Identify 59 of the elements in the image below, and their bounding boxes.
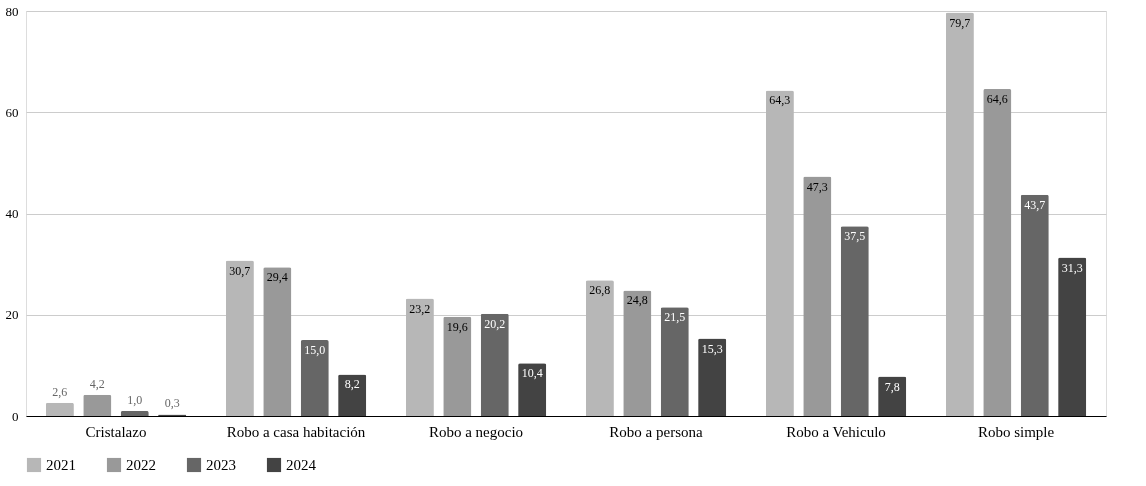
data-label: 29,4 (266, 270, 288, 285)
data-label: 26,8 (589, 283, 611, 298)
bar (945, 12, 974, 416)
data-label: 19,6 (446, 319, 468, 334)
bar (225, 260, 254, 416)
data-label: 15,3 (701, 341, 723, 356)
x-tick-label: Robo a casa habitación (226, 423, 366, 440)
data-label: 4,2 (89, 376, 105, 391)
bar (660, 307, 689, 416)
y-tick-label: 0 (12, 408, 19, 424)
bar (263, 267, 292, 416)
data-label: 10,4 (521, 366, 543, 381)
bar (585, 280, 614, 416)
bar (698, 338, 727, 416)
data-label: 64,6 (986, 91, 1008, 106)
data-label: 30,7 (229, 263, 251, 278)
bar (83, 394, 112, 416)
legend-label: 2022 (126, 457, 156, 473)
bar (803, 176, 832, 416)
data-label: 79,7 (949, 15, 971, 30)
bar (443, 316, 472, 416)
legend-label: 2021 (46, 457, 76, 473)
data-label: 20,2 (484, 316, 506, 331)
bar (840, 226, 869, 416)
x-tick-label: Cristalazo (85, 423, 147, 440)
data-label: 8,2 (344, 377, 360, 392)
bar (1020, 194, 1049, 416)
data-label: 23,2 (409, 301, 431, 316)
bar (120, 410, 149, 416)
x-tick-label: Robo a persona (609, 423, 703, 440)
x-tick-label: Robo simple (977, 423, 1055, 440)
x-tick-label: Robo a negocio (428, 423, 524, 440)
data-label: 1,0 (127, 392, 143, 407)
bar (45, 402, 74, 416)
bar (300, 340, 329, 416)
legend-label: 2023 (206, 457, 236, 473)
legend-label: 2024 (286, 457, 317, 473)
bar (765, 90, 794, 416)
data-label: 37,5 (844, 229, 866, 244)
data-label: 2,6 (52, 384, 68, 399)
data-label: 7,8 (884, 379, 900, 394)
data-label: 0,3 (164, 396, 180, 411)
y-tick-label: 40 (5, 206, 19, 221)
data-label: 43,7 (1024, 197, 1046, 212)
data-label: 31,3 (1061, 260, 1083, 275)
data-label: 64,3 (769, 93, 791, 108)
data-label: 15,0 (304, 343, 326, 358)
data-label: 21,5 (664, 310, 686, 325)
bar (623, 290, 652, 416)
y-tick-label: 20 (5, 307, 19, 323)
bar (405, 298, 434, 416)
bar (983, 88, 1012, 416)
y-tick-label: 60 (5, 104, 19, 120)
data-label: 24,8 (626, 293, 648, 308)
bar (1058, 257, 1087, 416)
bar (480, 313, 509, 416)
y-tick-label: 80 (5, 3, 19, 19)
x-tick-label: Robo a Vehiculo (786, 423, 886, 440)
data-label: 47,3 (806, 179, 828, 194)
